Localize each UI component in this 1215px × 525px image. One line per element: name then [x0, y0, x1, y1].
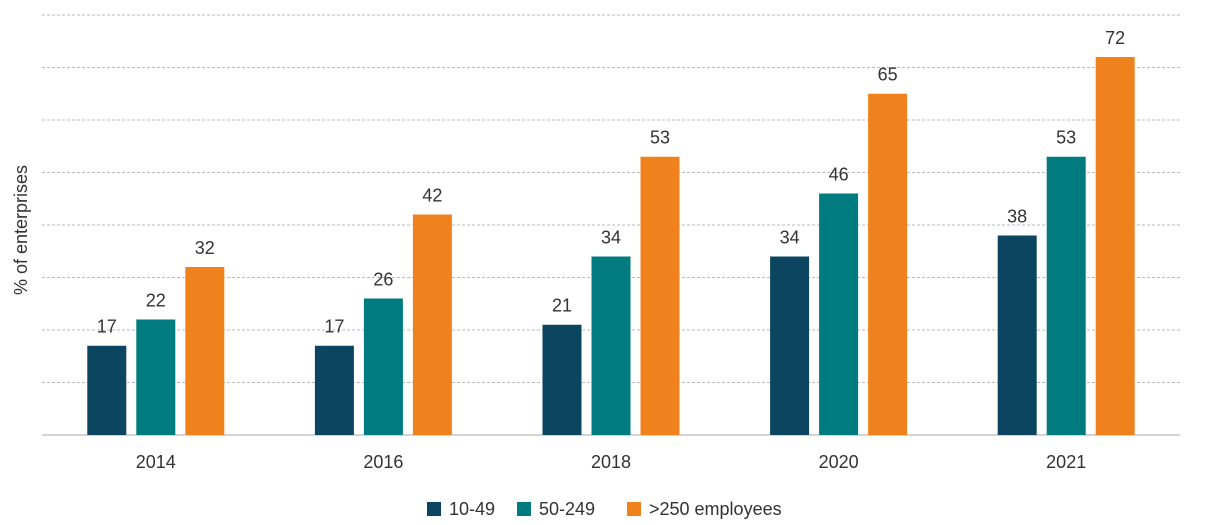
data-label: 34 [601, 227, 621, 247]
bar [185, 267, 225, 435]
data-label: 17 [324, 317, 344, 337]
data-label: 72 [1105, 28, 1125, 48]
x-tick-label: 2018 [591, 452, 631, 472]
x-tick-label: 2020 [819, 452, 859, 472]
data-label: 34 [780, 227, 800, 247]
legend-swatch [627, 502, 641, 516]
x-tick-label: 2021 [1046, 452, 1086, 472]
bar [997, 235, 1037, 435]
data-label: 26 [373, 269, 393, 289]
data-label: 17 [97, 317, 117, 337]
bar [868, 93, 908, 435]
legend-label: 10-49 [449, 499, 495, 519]
x-tick-label: 2016 [363, 452, 403, 472]
legend-label: 50-249 [539, 499, 595, 519]
bar [819, 193, 859, 435]
bar [542, 324, 582, 435]
data-label: 21 [552, 296, 572, 316]
bar [314, 345, 354, 435]
x-tick-label: 2014 [136, 452, 176, 472]
bar [363, 298, 403, 435]
data-label: 53 [1056, 128, 1076, 148]
data-label: 65 [878, 65, 898, 85]
legend-swatch [427, 502, 441, 516]
data-label: 42 [422, 185, 442, 205]
bar [770, 256, 810, 435]
bar [136, 319, 176, 435]
data-label: 38 [1007, 206, 1027, 226]
data-label: 22 [146, 290, 166, 310]
bar [1046, 156, 1086, 435]
y-axis-label: % of enterprises [11, 165, 31, 295]
data-label: 32 [195, 238, 215, 258]
bar [87, 345, 127, 435]
legend-label: >250 employees [649, 499, 782, 519]
data-label: 53 [650, 128, 670, 148]
bar [1095, 57, 1135, 435]
bar [412, 214, 452, 435]
bar [640, 156, 680, 435]
data-label: 46 [829, 164, 849, 184]
legend-swatch [517, 502, 531, 516]
bar [591, 256, 631, 435]
